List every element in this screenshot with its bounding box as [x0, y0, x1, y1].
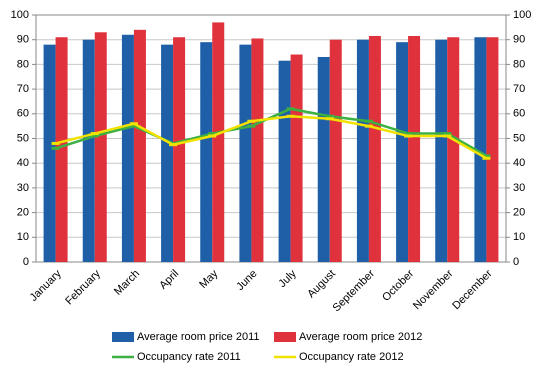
bar — [368, 35, 381, 263]
y-tick-label: 100 — [11, 9, 29, 21]
line — [55, 107, 488, 157]
bar — [82, 39, 95, 263]
legend-label: Average room price 2011 — [137, 331, 260, 343]
bar — [290, 54, 303, 262]
bar — [396, 42, 409, 262]
y-tick-label: 10 — [17, 231, 29, 243]
y2-tick-label: 90 — [513, 34, 525, 46]
x-tick-label: November — [411, 267, 456, 312]
bar — [161, 44, 174, 262]
line — [55, 115, 488, 160]
x-tick-label: September — [331, 267, 378, 314]
bar — [212, 22, 225, 262]
bar — [278, 60, 291, 262]
legend-label: Average room price 2012 — [299, 331, 422, 343]
y2-tick-label: 60 — [513, 108, 525, 120]
x-tick-label: July — [276, 267, 299, 290]
y-tick-label: 80 — [17, 58, 29, 70]
y2-tick-label: 50 — [513, 132, 525, 144]
x-tick-label: April — [157, 268, 181, 292]
bar — [94, 32, 107, 262]
bar — [435, 39, 448, 263]
x-tick-label: May — [197, 267, 221, 291]
y2-tick-label: 80 — [513, 58, 525, 70]
bar — [474, 37, 487, 263]
y2-tick-label: 30 — [513, 182, 525, 194]
y2-tick-label: 0 — [513, 256, 519, 268]
y-tick-label: 20 — [17, 207, 29, 219]
legend-swatch — [274, 332, 296, 342]
y-tick-label: 90 — [17, 34, 29, 46]
bar — [55, 37, 68, 263]
x-tick-label: December — [450, 267, 495, 312]
plot-border — [35, 14, 507, 263]
legend-swatch — [112, 332, 134, 342]
x-tick-label: March — [112, 268, 142, 298]
y-tick-label: 50 — [17, 132, 29, 144]
bar — [486, 37, 499, 263]
x-tick-label: August — [305, 268, 338, 301]
bar — [251, 38, 264, 263]
bar — [356, 39, 369, 263]
bar — [317, 56, 330, 262]
bar — [43, 44, 56, 262]
y2-tick-label: 70 — [513, 83, 525, 95]
y-tick-label: 0 — [23, 256, 29, 268]
y2-tick-label: 10 — [513, 231, 525, 243]
legend-label: Occupancy rate 2012 — [299, 351, 404, 363]
bar — [329, 39, 342, 263]
y2-tick-label: 20 — [513, 207, 525, 219]
y-tick-label: 30 — [17, 182, 29, 194]
y2-tick-label: 40 — [513, 157, 525, 169]
bar — [200, 42, 213, 262]
bar — [133, 29, 146, 262]
y-tick-label: 70 — [17, 83, 29, 95]
bar — [239, 44, 252, 262]
bar — [408, 35, 421, 263]
bar — [447, 37, 460, 263]
legend-label: Occupancy rate 2011 — [137, 351, 241, 363]
bar — [173, 37, 186, 263]
x-tick-label: October — [380, 267, 416, 303]
y2-tick-label: 100 — [513, 9, 531, 21]
x-tick-label: June — [234, 268, 259, 293]
x-tick-label: February — [63, 267, 103, 307]
y-tick-label: 40 — [17, 157, 29, 169]
bar — [121, 34, 134, 263]
y-tick-label: 60 — [17, 108, 29, 120]
x-tick-label: January — [28, 267, 65, 304]
